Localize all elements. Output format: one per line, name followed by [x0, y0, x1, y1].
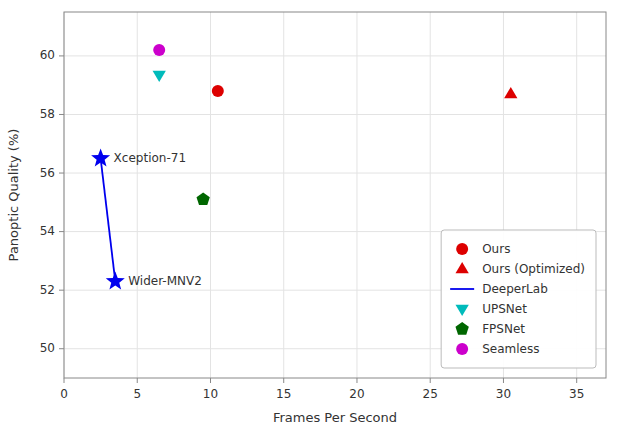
tick-y	[59, 290, 64, 291]
grid-line-x	[356, 12, 357, 378]
legend-swatch	[450, 288, 474, 290]
tick-label-x: 10	[203, 387, 218, 401]
legend-swatch	[456, 343, 468, 355]
tick-label-x: 15	[276, 387, 291, 401]
y-axis-label: Panoptic Quality (%)	[6, 129, 21, 262]
grid-line-x	[283, 12, 284, 378]
grid-line-y	[64, 55, 606, 56]
grid-line-y	[64, 173, 606, 174]
legend-label: FPSNet	[482, 322, 525, 336]
tick-label-x: 0	[60, 387, 68, 401]
tick-x	[64, 378, 65, 383]
grid-line-x	[430, 12, 431, 378]
tick-x	[503, 378, 504, 383]
tick-y	[59, 114, 64, 115]
legend-swatch	[456, 243, 468, 255]
tick-x	[210, 378, 211, 383]
legend-box	[441, 230, 596, 368]
legend-label: DeeperLab	[482, 282, 548, 296]
tick-label-y: 52	[40, 283, 55, 297]
grid-line-x	[210, 12, 211, 378]
tick-y	[59, 55, 64, 56]
tick-label-x: 30	[496, 387, 511, 401]
annotation: Wider-MNV2	[128, 274, 202, 288]
legend: Ours Ours (Optimized) DeeperLab UPSNet FPSNe…	[441, 230, 596, 368]
tick-label-y: 50	[40, 341, 55, 355]
legend-label: UPSNet	[482, 302, 527, 316]
grid-line-y	[64, 114, 606, 115]
tick-x	[137, 378, 138, 383]
tick-y	[59, 348, 64, 349]
legend-swatch	[456, 305, 469, 316]
tick-y	[59, 173, 64, 174]
tick-label-x: 25	[423, 387, 438, 401]
tick-x	[283, 378, 284, 383]
legend-swatch	[456, 262, 469, 273]
legend-label: Ours	[482, 242, 510, 256]
point	[212, 85, 224, 97]
tick-x	[356, 378, 357, 383]
tick-label-y: 56	[40, 166, 55, 180]
legend-label: Seamless	[482, 342, 539, 356]
chart: 0 5 10 15 20 25 30 35 50 52 54 56 58 60 Frames Per Sec…	[0, 0, 620, 432]
tick-x	[576, 378, 577, 383]
legend-label: Ours (Optimized)	[482, 262, 585, 276]
legend-swatch	[455, 322, 468, 335]
tick-label-y: 54	[40, 224, 55, 238]
tick-label-x: 5	[133, 387, 141, 401]
point	[91, 148, 110, 166]
plot-frame	[64, 12, 606, 378]
tick-x	[430, 378, 431, 383]
grid-line-x	[137, 12, 138, 378]
x-axis-label: Frames Per Second	[273, 410, 397, 425]
tick-label-y: 58	[40, 107, 55, 121]
annotation: Xception-71	[114, 151, 186, 165]
point	[504, 87, 517, 98]
series-line	[101, 158, 116, 281]
point	[106, 271, 125, 289]
grid	[64, 12, 606, 378]
tick-label-x: 35	[569, 387, 584, 401]
tick-label-y: 60	[40, 48, 55, 62]
point	[197, 192, 210, 205]
tick-y	[59, 231, 64, 232]
tick-label-x: 20	[349, 387, 364, 401]
point	[153, 71, 166, 82]
point	[153, 44, 165, 56]
plot-area	[64, 12, 606, 378]
